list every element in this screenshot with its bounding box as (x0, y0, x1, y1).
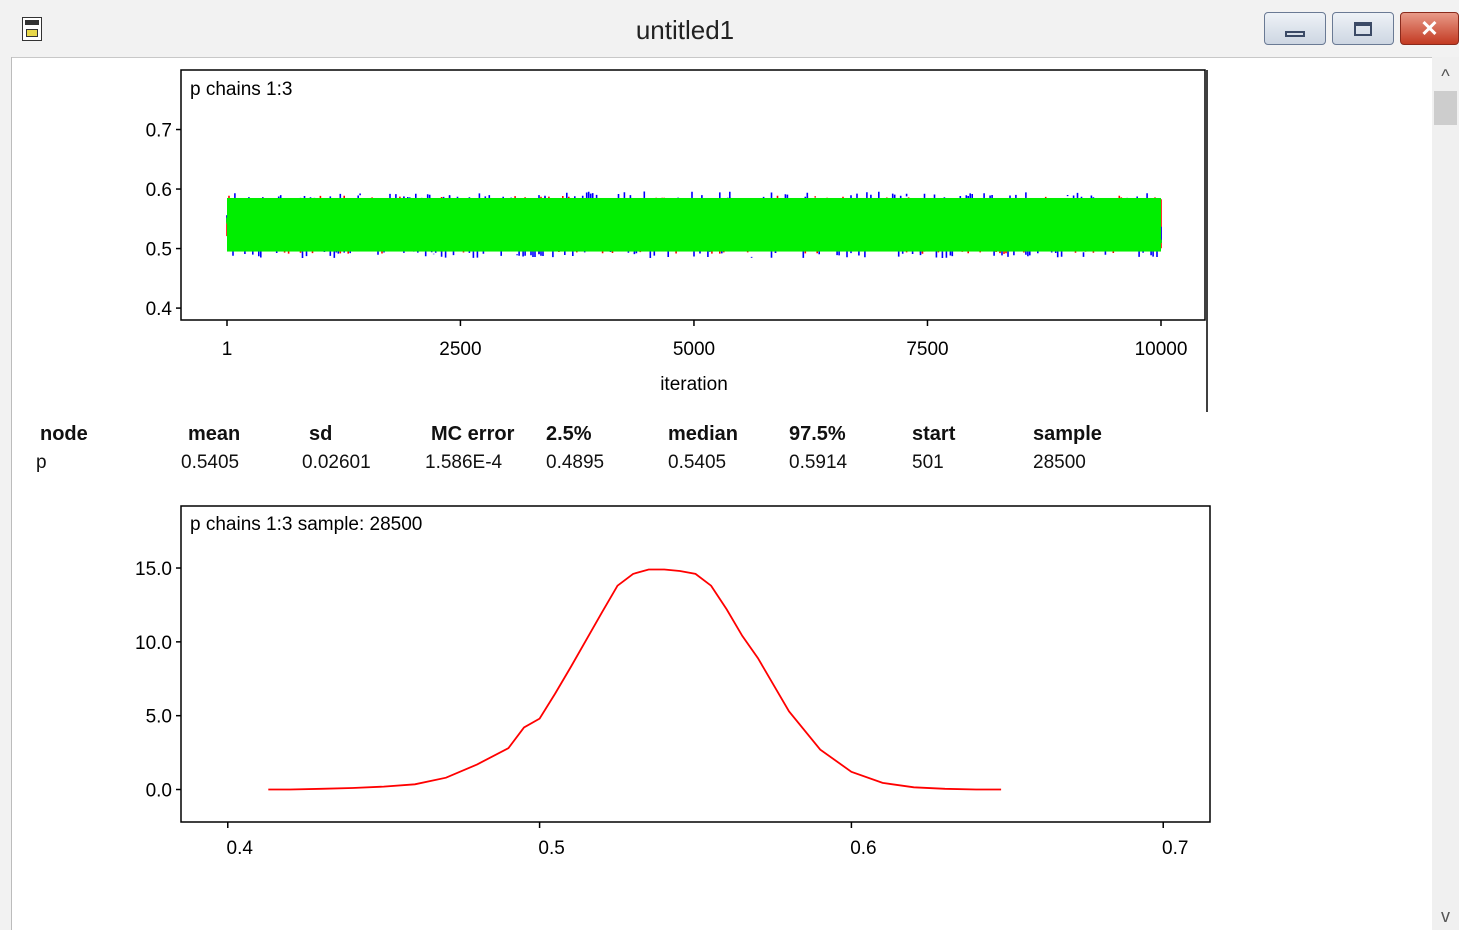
density-x-tick-label: 0.7 (1162, 838, 1188, 859)
stats-value-median: 0.5405 (668, 452, 727, 473)
density-plot: p chains 1:3 sample: 28500 0.0 5.0 10.0 15.… (135, 505, 1211, 859)
density-y-tick-label: 10.0 (135, 633, 172, 654)
minimize-button[interactable] (1264, 12, 1326, 45)
minimize-icon (1285, 30, 1305, 37)
density-y-tick-label: 0.0 (146, 781, 172, 802)
stats-header-sample: sample (1033, 423, 1102, 445)
scroll-thumb[interactable] (1434, 91, 1457, 125)
trace-series-core (227, 197, 1161, 252)
trace-series (226, 191, 1162, 258)
stats-value-97-5: 0.5914 (789, 452, 848, 473)
trace-plot-frame (180, 69, 1206, 321)
trace-x-tick-label: 2500 (439, 339, 481, 360)
scroll-down-arrow-icon[interactable]: v (1441, 906, 1450, 926)
density-x-tick-label: 0.6 (850, 838, 876, 859)
density-x-tick-label: 0.4 (227, 838, 254, 859)
trace-x-tick-label: 10000 (1135, 339, 1188, 360)
density-x-tick-label: 0.5 (538, 838, 564, 859)
stats-value-sd: 0.02601 (302, 452, 371, 473)
density-y-tick-label: 5.0 (146, 707, 172, 728)
trace-y-tick-label: 0.7 (146, 121, 172, 142)
trace-plot: p chains 1:3 0.40.50.60.7 1 2500 5000 7500 1… (146, 69, 1208, 412)
scroll-up-arrow-icon[interactable]: ^ (1441, 66, 1450, 86)
density-x-ticks: 0.4 0.5 0.6 0.7 (227, 822, 1188, 859)
trace-x-tick-label: 7500 (906, 339, 948, 360)
stats-value-2-5: 0.4895 (546, 452, 605, 473)
trace-x-ticks: 1 2500 5000 7500 10000 (222, 320, 1188, 360)
density-y-tick-label: 15.0 (135, 559, 172, 580)
window-title: untitled1 (635, 15, 735, 45)
trace-y-tick-label: 0.4 (146, 299, 173, 320)
maximize-button[interactable] (1332, 12, 1394, 45)
stats-value-mean: 0.5405 (181, 452, 240, 473)
stats-header-mean: mean (188, 423, 241, 445)
density-plot-title: p chains 1:3 sample: 28500 (190, 514, 422, 535)
stats-header-sd: sd (309, 423, 333, 445)
stats-value-node: p (36, 452, 47, 473)
density-series (268, 568, 1002, 791)
trace-y-tick-label: 0.5 (146, 240, 172, 261)
trace-y-ticks: 0.4 0.5 0.6 0.7 (146, 121, 181, 320)
trace-x-tick-label: 5000 (673, 339, 715, 360)
window-left-border (0, 57, 12, 930)
stats-header-2-5: 2.5% (546, 423, 592, 445)
density-y-ticks: 0.0 5.0 10.0 15.0 (135, 559, 181, 802)
stats-header-mc-error: MC error (431, 423, 515, 445)
stats-header-median: median (668, 423, 739, 445)
stats-header-start: start (912, 423, 956, 445)
close-icon: ✕ (1420, 15, 1439, 41)
stats-value-start: 501 (912, 452, 944, 473)
document-app-icon[interactable] (22, 17, 42, 41)
title-bar: untitled1 ✕ (0, 0, 1459, 58)
density-curve (268, 568, 1002, 791)
trace-plot-title: p chains 1:3 (190, 79, 292, 100)
maximize-icon (1354, 21, 1372, 36)
trace-y-tick-label: 0.6 (146, 180, 172, 201)
density-plot-frame (180, 505, 1211, 823)
stats-value-mc-error: 1.586E-4 (425, 452, 503, 473)
stats-header-97-5: 97.5% (789, 423, 846, 445)
stats-value-sample: 28500 (1033, 452, 1086, 473)
trace-x-tick-label: 1 (222, 339, 233, 360)
stats-header-node: node (40, 423, 88, 445)
vertical-scrollbar[interactable]: ^ v (1432, 57, 1459, 930)
trace-x-axis-label: iteration (660, 374, 728, 395)
